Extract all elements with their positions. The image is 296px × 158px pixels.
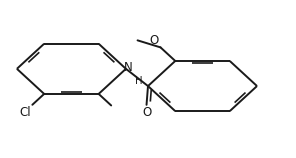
Text: O: O <box>142 106 151 119</box>
Text: N: N <box>124 61 133 74</box>
Text: H: H <box>136 76 143 86</box>
Text: O: O <box>150 34 159 47</box>
Text: Cl: Cl <box>19 106 31 118</box>
